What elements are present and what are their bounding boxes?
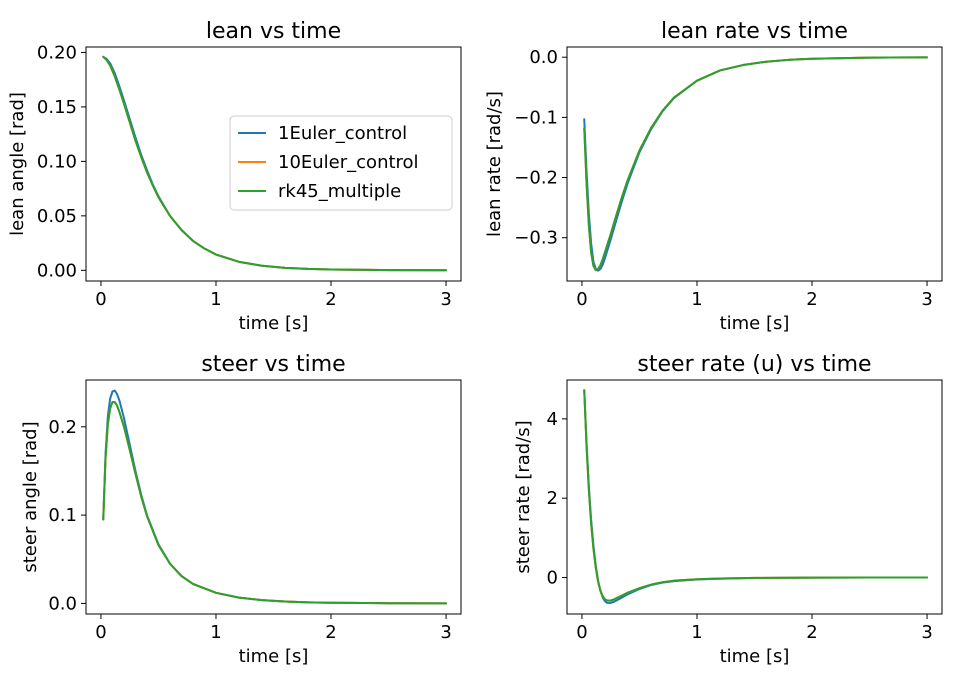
x-tick-label: 3	[921, 622, 932, 643]
axes-frame	[85, 46, 462, 282]
y-tick-label: 0.00	[37, 260, 77, 281]
x-tick-label: 0	[95, 622, 106, 643]
x-tick-label: 3	[921, 289, 932, 310]
y-tick-label: 0	[547, 568, 558, 589]
subplot-1: 0 1 2 3 0.00 0.05 0.10 0.15 0.20 lean vs time time…	[7, 19, 462, 334]
series-line-rk45_multiple	[583, 56, 929, 272]
legend: 1Euler_control 10Euler_control rk45_multip…	[229, 115, 453, 211]
legend-label: 10Euler_control	[278, 152, 419, 173]
axes-frame	[566, 46, 943, 282]
x-tick-label: 0	[95, 289, 106, 310]
x-tick-label: 0	[576, 289, 587, 310]
y-axis-label: lean rate [rad/s]	[484, 91, 505, 237]
y-tick-label: 0.0	[48, 593, 77, 614]
y-tick-label: −0.2	[514, 168, 558, 189]
x-axis-label: time [s]	[720, 646, 790, 667]
axes-frame	[85, 379, 462, 615]
x-tick-label: 2	[325, 622, 336, 643]
series-line-10Euler_control	[102, 401, 448, 605]
x-tick-label: 3	[440, 622, 451, 643]
chart-title: lean vs time	[206, 19, 341, 44]
y-tick-label: 0.0	[529, 47, 558, 68]
y-tick-label: 0.2	[48, 417, 77, 438]
y-tick-label: −0.1	[514, 107, 558, 128]
series-line-1Euler_control	[102, 389, 448, 605]
subplot-3: 0 1 2 3 0.0 0.1 0.2 steer vs time time [s] steer …	[20, 352, 462, 667]
series-line-rk45_multiple	[102, 55, 448, 272]
legend-label: 1Euler_control	[278, 123, 407, 144]
y-tick-label: 4	[547, 409, 558, 430]
series-line-1Euler_control	[583, 56, 929, 272]
y-tick-label: −0.3	[514, 228, 558, 249]
x-tick-label: 1	[210, 622, 221, 643]
subplot-2: 0 1 2 3 −0.3 −0.2 −0.1 0.0 lean rate vs time time…	[484, 19, 943, 334]
y-axis-label: steer rate [rad/s]	[513, 420, 534, 573]
x-tick-label: 0	[576, 622, 587, 643]
x-axis-label: time [s]	[239, 313, 309, 334]
chart-title: steer vs time	[201, 352, 345, 377]
x-tick-label: 3	[440, 289, 451, 310]
chart-title: lean rate vs time	[661, 19, 848, 44]
series-line-rk45_multiple	[583, 389, 929, 602]
x-tick-label: 2	[806, 289, 817, 310]
x-tick-label: 1	[691, 289, 702, 310]
y-tick-label: 0.05	[37, 206, 77, 227]
x-tick-label: 2	[325, 289, 336, 310]
chart-title: steer rate (u) vs time	[637, 352, 871, 377]
axes-frame	[566, 379, 943, 615]
y-tick-label: 0.15	[37, 97, 77, 118]
x-axis-label: time [s]	[239, 646, 309, 667]
legend-box	[229, 115, 453, 211]
series-line-10Euler_control	[583, 389, 929, 602]
x-axis-label: time [s]	[720, 313, 790, 334]
y-tick-label: 0.10	[37, 151, 77, 172]
y-axis-label: steer angle [rad]	[20, 421, 41, 572]
x-tick-label: 1	[691, 622, 702, 643]
subplot-4: 0 1 2 3 0 2 4 steer rate (u) vs time time [s] ste…	[513, 352, 943, 667]
x-tick-label: 1	[210, 289, 221, 310]
y-axis-label: lean angle [rad]	[7, 92, 28, 236]
x-tick-label: 2	[806, 622, 817, 643]
y-tick-label: 2	[547, 488, 558, 509]
series-line-1Euler_control	[583, 389, 929, 604]
legend-label: rk45_multiple	[278, 181, 401, 202]
y-tick-label: 0.20	[37, 42, 77, 63]
y-tick-label: 0.1	[48, 505, 77, 526]
series-line-rk45_multiple	[102, 401, 448, 605]
